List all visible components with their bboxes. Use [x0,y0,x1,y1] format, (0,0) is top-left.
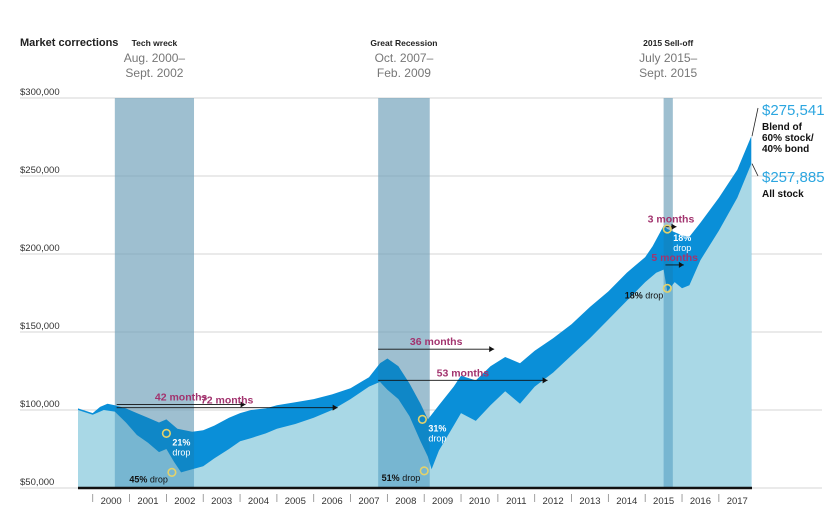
drop-pct-0: 21% [172,437,190,447]
period-date-0-0: Aug. 2000– [124,51,186,65]
drop-pct-1: 45% [129,474,147,484]
x-tick-label-9: 2009 [432,496,453,507]
stock-series-area [78,163,752,488]
drop-word-2: drop [428,433,446,443]
y-tick-label-1: $100,000 [20,399,60,410]
drop-word-5: drop [643,290,664,300]
x-tick-label-2: 2002 [174,496,195,507]
period-headers: Tech wreck Aug. 2000–Sept. 2002 Great Rece… [124,38,698,80]
blend-end-label-2: 40% bond [762,144,809,155]
period-date-2-1: Sept. 2015 [639,66,697,80]
recovery-label-2: 36 months [410,336,463,348]
period-name-0: Tech wreck [132,38,178,48]
period-name-1: Great Recession [370,38,437,48]
x-tick-label-17: 2017 [727,496,748,507]
x-tick-label-10: 2010 [469,496,490,507]
x-tick-label-16: 2016 [690,496,711,507]
x-tick-label-8: 2008 [395,496,416,507]
y-tick-label-2: $150,000 [20,321,60,332]
drop-word-1: drop [147,474,168,484]
drop-word-4: drop [673,243,691,253]
recovery-arrowhead-5 [678,261,684,268]
blend-end-connector [751,107,759,137]
recovery-label-0: 42 months [155,392,208,404]
drop-marker-1 [167,467,177,478]
drop-marker-3 [419,466,429,476]
x-tick-label-6: 2006 [322,496,343,507]
x-tick-label-14: 2014 [616,496,637,507]
y-tick-label-5: $300,000 [20,87,60,98]
drop-marker-4 [662,224,672,234]
recovery-label-3: 53 months [437,367,490,379]
y-tick-label-0: $50,000 [20,477,54,488]
drop-label-4: 18% drop [673,233,691,253]
blend-end-label-0: Blend of [762,122,803,133]
y-tick-label-4: $250,000 [20,165,60,176]
drop-marker-2 [417,414,427,424]
y-tick-label-3: $200,000 [20,243,60,254]
drop-label-5: 18% drop [625,290,664,300]
recovery-label-1: 72 months [201,395,254,407]
drop-label-1: 45% drop [129,474,168,484]
y-tick-labels: $50,000 $100,000 $150,000 $200,000 $250,000 $… [20,87,60,488]
x-tick-label-11: 2011 [506,496,526,507]
recovery-arrowhead-2 [489,346,495,353]
recovery-label-4: 3 months [648,214,695,226]
correction-highlight-regions [114,98,673,488]
x-tick-label-15: 2015 [653,496,674,507]
stock-end-value: $257,885 [762,169,825,186]
x-tick-label-12: 2012 [543,496,564,507]
drop-pct-4: 18% [673,233,691,243]
drop-marker-0 [161,428,171,439]
stock-end-label: All stock [762,189,804,200]
x-tick-label-0: 2000 [101,496,122,507]
x-tick-label-13: 2013 [579,496,600,507]
correction-highlight-0 [114,98,195,488]
period-date-2-0: July 2015– [639,51,697,65]
chart-title: Market corrections [20,37,118,49]
x-tick-label-5: 2005 [285,496,306,507]
recovery-arrowhead-1 [332,404,338,411]
recovery-label-5: 5 months [651,252,698,264]
drop-label-2: 31% drop [428,423,446,443]
drop-label-3: 51% drop [382,473,421,483]
drop-word-0: drop [172,447,190,457]
drop-pct-3: 51% [382,473,400,483]
period-date-1-1: Feb. 2009 [377,66,431,80]
drop-marker-5 [662,283,672,293]
period-date-1-0: Oct. 2007– [375,51,434,65]
x-tick-label-1: 2001 [137,496,158,507]
blend-end-value: $275,541 [762,102,825,119]
stock-end-connector [751,163,759,177]
drop-label-0: 21% drop [172,437,190,457]
drop-pct-2: 31% [428,423,446,433]
recovery-arrowhead-0 [240,401,246,408]
drop-word-3: drop [400,473,421,483]
blend-end-label-1: 60% stock/ [762,133,814,144]
correction-highlight-1 [378,98,430,488]
recovery-arrowhead-4 [671,223,677,230]
period-date-0-1: Sept. 2002 [125,66,183,80]
correction-highlight-2 [663,98,673,488]
recovery-arrowhead-3 [542,377,548,384]
x-tick-labels: 2000 2001 2002 2003 2004 2005 2006 2007 2008 2009… [92,494,748,507]
period-name-2: 2015 Sell-off [643,38,693,48]
drop-pct-5: 18% [625,290,643,300]
x-tick-label-4: 2004 [248,496,269,507]
x-tick-label-7: 2007 [358,496,379,507]
x-tick-label-3: 2003 [211,496,232,507]
